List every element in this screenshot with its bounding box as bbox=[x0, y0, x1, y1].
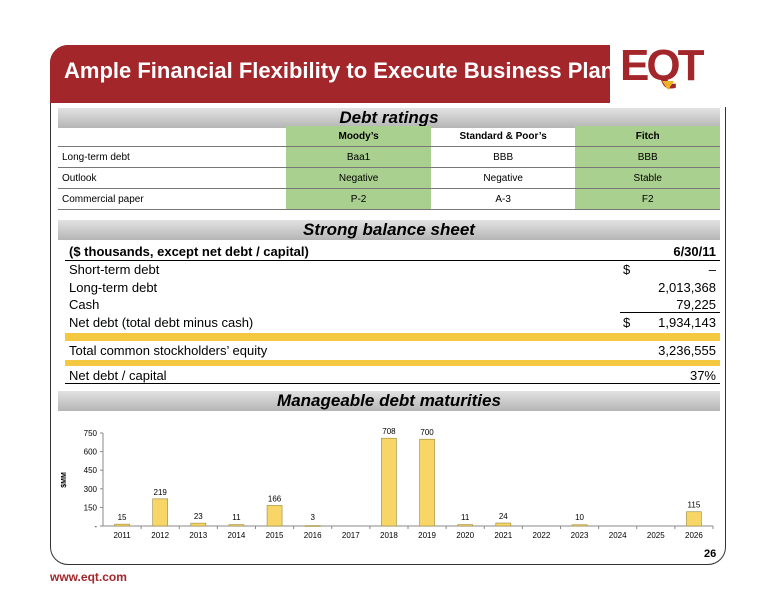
data-label: 23 bbox=[194, 512, 203, 521]
y-tick-label: 750 bbox=[84, 429, 98, 438]
balance-row: Long-term debt 2,013,368 bbox=[69, 280, 716, 295]
data-label: 15 bbox=[118, 513, 127, 522]
x-tick-label: 2018 bbox=[380, 531, 398, 540]
x-tick-label: 2014 bbox=[228, 531, 246, 540]
x-tick-label: 2011 bbox=[113, 531, 131, 540]
bar bbox=[457, 524, 473, 527]
bar bbox=[381, 437, 397, 527]
bar bbox=[495, 522, 512, 527]
bar bbox=[228, 524, 245, 527]
table-row: Moody’s Standard & Poor’s Fitch bbox=[58, 126, 720, 147]
bar bbox=[190, 522, 207, 527]
data-label: 24 bbox=[499, 512, 508, 521]
balance-row: Cash 79,225 bbox=[69, 297, 716, 312]
x-tick-label: 2026 bbox=[685, 531, 703, 540]
bar bbox=[304, 525, 321, 527]
highlight-bar bbox=[65, 333, 720, 341]
x-tick-label: 2021 bbox=[494, 531, 512, 540]
bar bbox=[114, 523, 130, 527]
x-tick-label: 2017 bbox=[342, 531, 360, 540]
data-label: 11 bbox=[232, 513, 241, 522]
fitch-header: Fitch bbox=[575, 126, 720, 147]
x-tick-label: 2023 bbox=[571, 531, 589, 540]
x-tick-label: 2022 bbox=[533, 531, 551, 540]
eqt-logo: EQT bbox=[610, 37, 726, 107]
sp-header: Standard & Poor’s bbox=[430, 126, 576, 147]
y-tick-label: 300 bbox=[84, 485, 98, 494]
logo-accent-icon bbox=[662, 81, 674, 90]
maturities-heading: Manageable debt maturities bbox=[58, 391, 720, 411]
x-tick-label: 2015 bbox=[266, 531, 284, 540]
data-label: 115 bbox=[688, 501, 701, 510]
x-tick-label: 2020 bbox=[456, 531, 474, 540]
debt-ratings-table: Moody’s Standard & Poor’s Fitch Long-ter… bbox=[58, 126, 720, 210]
bar bbox=[419, 438, 435, 527]
balance-row: Short-term debt $ – bbox=[69, 262, 716, 277]
bar bbox=[571, 524, 588, 527]
slide-title: Ample Financial Flexibility to Execute B… bbox=[64, 58, 615, 83]
balance-sheet-heading: Strong balance sheet bbox=[58, 220, 720, 240]
data-label: 3 bbox=[310, 513, 315, 522]
x-tick-label: 2013 bbox=[189, 531, 207, 540]
bar bbox=[266, 505, 283, 527]
bottom-rule bbox=[65, 383, 720, 384]
header-rule bbox=[65, 260, 720, 261]
footer-url: www.eqt.com bbox=[50, 570, 127, 584]
data-label: 11 bbox=[461, 513, 470, 522]
y-tick-label: 450 bbox=[84, 466, 98, 475]
highlight-bar bbox=[65, 360, 720, 366]
balance-row: Net debt (total debt minus cash) $ 1,934… bbox=[69, 315, 716, 330]
title-bar: Ample Financial Flexibility to Execute B… bbox=[50, 37, 726, 107]
data-label: 166 bbox=[268, 494, 282, 503]
balance-row: Net debt / capital 37% bbox=[69, 368, 716, 383]
table-row: Long-term debt Baa1 BBB BBB bbox=[58, 146, 720, 168]
bar bbox=[686, 511, 702, 527]
x-tick-label: 2024 bbox=[609, 531, 627, 540]
data-label: 708 bbox=[382, 427, 396, 436]
data-label: 10 bbox=[575, 513, 584, 522]
x-tick-label: 2019 bbox=[418, 531, 436, 540]
moodys-header: Moody’s bbox=[286, 126, 431, 147]
y-axis-label: $MM bbox=[61, 472, 68, 488]
x-tick-label: 2016 bbox=[304, 531, 322, 540]
debt-maturities-chart: - 150 300 450 600 750 2011 15 2012 219 2013 23 2014 1… bbox=[61, 427, 714, 540]
page-number: 26 bbox=[704, 548, 717, 560]
x-tick-label: 2025 bbox=[647, 531, 665, 540]
debt-ratings-heading: Debt ratings bbox=[58, 108, 720, 128]
bar bbox=[152, 498, 168, 527]
data-label: 700 bbox=[420, 428, 434, 437]
balance-row: Total common stockholders’ equity 3,236,… bbox=[69, 343, 716, 358]
x-tick-label: 2012 bbox=[151, 531, 169, 540]
balance-sheet-header: ($ thousands, except net debt / capital)… bbox=[69, 244, 716, 259]
subtotal-rule bbox=[620, 312, 720, 313]
y-tick-label: 150 bbox=[84, 503, 98, 512]
y-tick-label: - bbox=[94, 522, 97, 531]
table-row: Commercial paper P-2 A-3 F2 bbox=[58, 188, 720, 210]
table-row: Outlook Negative Negative Stable bbox=[58, 167, 720, 189]
data-label: 219 bbox=[154, 488, 168, 497]
y-tick-label: 600 bbox=[84, 448, 98, 457]
